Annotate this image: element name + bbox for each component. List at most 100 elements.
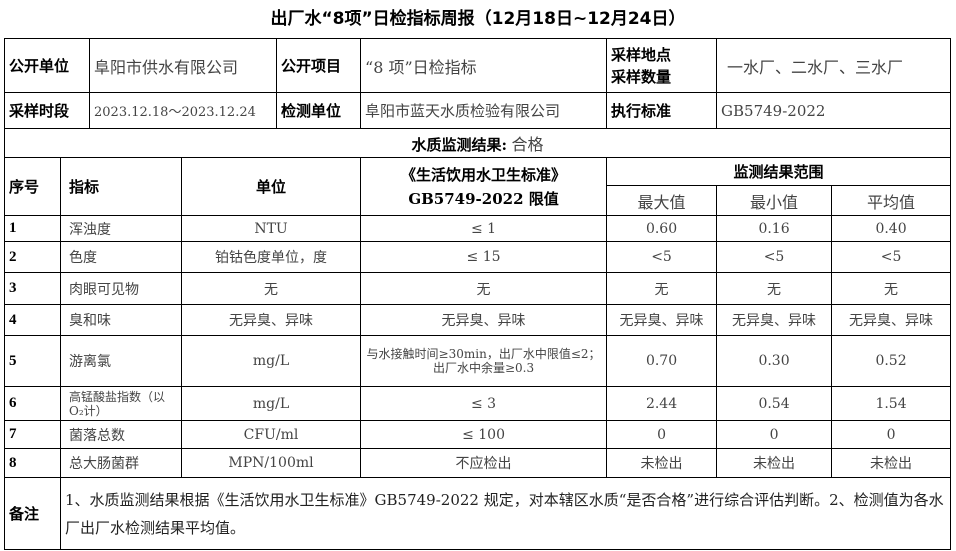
- notes-label: 备注: [4, 477, 61, 550]
- row-unit: NTU: [181, 215, 362, 242]
- row-min: 0.54: [716, 386, 833, 421]
- row-max: 无: [606, 272, 718, 305]
- row-indicator: 高锰酸盐指数（以O₂计）: [59, 386, 183, 421]
- info-row-2: 采样时段 2023.12.18～2023.12.24 检测单位 阜阳市蓝天水质检…: [3, 92, 952, 129]
- header-unit: 单位: [181, 157, 362, 216]
- table-row: 4 臭和味 无异臭、异味 无异臭、异味 无异臭、异味 无异臭、异味 无异臭、异味: [4, 304, 952, 336]
- standard-value: GB5749-2022: [716, 92, 952, 129]
- header-limit: 《生活饮用水卫生标准》 GB5749-2022 限值: [360, 157, 608, 216]
- row-no: 1: [4, 215, 61, 242]
- header-row-2: 最大值 最小值 平均值: [5, 185, 952, 216]
- header-indicator: 指标: [59, 157, 183, 216]
- notes-text: 1、水质监测结果根据《生活饮用水卫生标准》GB5749-2022 规定，对本辖区…: [59, 477, 952, 550]
- row-no: 3: [4, 272, 61, 305]
- row-indicator: 肉眼可见物: [59, 272, 183, 305]
- row-limit: ≤ 1: [360, 215, 608, 242]
- row-min: 0: [716, 420, 833, 449]
- row-avg: 0.40: [831, 215, 952, 242]
- row-no: 7: [4, 420, 61, 449]
- header-range: 监测结果范围: [606, 157, 952, 186]
- row-min: 未检出: [716, 448, 833, 478]
- table-row: 8 总大肠菌群 MPN/100ml 不应检出 未检出 未检出 未检出: [4, 448, 952, 478]
- header-no: 序号: [4, 157, 61, 216]
- row-avg: 未检出: [831, 448, 952, 478]
- table-row: 7 菌落总数 CFU/ml ≤ 100 0 0 0: [4, 420, 952, 449]
- period-value: 2023.12.18～2023.12.24: [89, 92, 278, 129]
- row-unit: CFU/ml: [181, 420, 362, 449]
- notes-row: 备注 1、水质监测结果根据《生活饮用水卫生标准》GB5749-2022 规定，对…: [4, 477, 952, 550]
- publisher-value: 阜阳市供水有限公司: [89, 38, 278, 93]
- row-limit: 无异臭、异味: [360, 304, 608, 336]
- row-indicator: 浑浊度: [59, 215, 183, 242]
- row-no: 6: [4, 386, 61, 421]
- table-row: 2 色度 铂钴色度单位，度 ≤ 15 <5 <5 <5: [4, 241, 952, 273]
- row-max: 0.60: [606, 215, 718, 242]
- row-indicator: 色度: [59, 241, 183, 273]
- header-limit-2: GB5749-2022 限值: [408, 189, 559, 208]
- row-avg: 0: [831, 420, 952, 449]
- row-min: 无异臭、异味: [716, 304, 833, 336]
- row-unit: mg/L: [181, 335, 362, 387]
- header-max: 最大值: [606, 185, 718, 216]
- row-limit: 无: [360, 272, 608, 305]
- row-max: 无异臭、异味: [606, 304, 718, 336]
- row-no: 5: [4, 335, 61, 387]
- header-row-1: 序号 指标 单位 《生活饮用水卫生标准》 GB5749-2022 限值 监测结果范…: [4, 157, 952, 216]
- result-row: 水质监测结果: 合格: [3, 128, 952, 158]
- row-indicator: 总大肠菌群: [59, 448, 183, 478]
- site-label: 采样地点 采样数量: [606, 38, 718, 93]
- standard-label: 执行标准: [606, 92, 718, 129]
- header-avg: 平均值: [831, 185, 952, 216]
- row-indicator: 臭和味: [59, 304, 183, 336]
- site-label-2: 采样数量: [611, 67, 672, 86]
- lab-value: 阜阳市蓝天水质检验有限公司: [360, 92, 608, 129]
- publisher-label: 公开单位: [3, 38, 91, 93]
- site-label-1: 采样地点: [611, 45, 672, 64]
- row-unit: mg/L: [181, 386, 362, 421]
- row-unit: 铂钴色度单位，度: [181, 241, 362, 273]
- row-min: 无: [716, 272, 833, 305]
- row-no: 8: [4, 448, 61, 478]
- row-indicator: 游离氯: [59, 335, 183, 387]
- result-value: 合格: [511, 135, 544, 154]
- table-row: 3 肉眼可见物无无无无无: [4, 272, 952, 305]
- item-label: 公开项目: [276, 38, 362, 93]
- row-no: 2: [4, 241, 61, 273]
- row-max: <5: [606, 241, 718, 273]
- row-indicator: 菌落总数: [59, 420, 183, 449]
- row-avg: 无: [831, 272, 952, 305]
- row-unit: 无: [181, 272, 362, 305]
- table-row: 1 浑浊度 NTU ≤ 1 0.60 0.16 0.40: [4, 215, 952, 242]
- result-label: 水质监测结果:: [411, 136, 508, 154]
- table-row: 6 高锰酸盐指数（以O₂计） mg/L ≤ 3 2.44 0.54 1.54: [4, 386, 952, 421]
- row-unit: MPN/100ml: [181, 448, 362, 478]
- row-min: 0.16: [716, 215, 833, 242]
- row-limit: 不应检出: [360, 448, 608, 478]
- lab-label: 检测单位: [276, 92, 362, 129]
- table-row: 5 游离氯 mg/L 与水接触时间≥30min，出厂水中限值≤2；出厂水中余量≥0.3…: [4, 335, 952, 387]
- row-no: 4: [4, 304, 61, 336]
- header-limit-1: 《生活饮用水卫生标准》: [401, 165, 567, 184]
- row-min: 0.30: [716, 335, 833, 387]
- period-label: 采样时段: [3, 92, 91, 129]
- row-avg: 0.52: [831, 335, 952, 387]
- row-max: 0: [606, 420, 718, 449]
- header-min: 最小值: [716, 185, 833, 216]
- item-value: “8 项”日检指标: [360, 38, 608, 93]
- row-max: 2.44: [606, 386, 718, 421]
- row-limit: 与水接触时间≥30min，出厂水中限值≤2；出厂水中余量≥0.3: [360, 335, 608, 387]
- water-quality-table: 公开单位 阜阳市供水有限公司 公开项目 “8 项”日检指标 采样地点采样数量 一…: [3, 38, 952, 550]
- site-value: 一水厂、二水厂、三水厂: [716, 38, 952, 93]
- report-title: 出厂水“8项”日检指标周报（12月18日~12月24日）: [270, 9, 686, 29]
- row-avg: 1.54: [831, 386, 952, 421]
- info-row-1: 公开单位 阜阳市供水有限公司 公开项目 “8 项”日检指标 采样地点采样数量 一…: [3, 38, 952, 93]
- row-limit: ≤ 3: [360, 386, 608, 421]
- row-max: 0.70: [606, 335, 718, 387]
- row-limit: ≤ 15: [360, 241, 608, 273]
- row-limit: ≤ 100: [360, 420, 608, 449]
- row-unit: 无异臭、异味: [181, 304, 362, 336]
- row-avg: 无异臭、异味: [831, 304, 952, 336]
- row-min: <5: [716, 241, 833, 273]
- row-avg: <5: [831, 241, 952, 273]
- result-cell: 水质监测结果: 合格: [3, 128, 952, 158]
